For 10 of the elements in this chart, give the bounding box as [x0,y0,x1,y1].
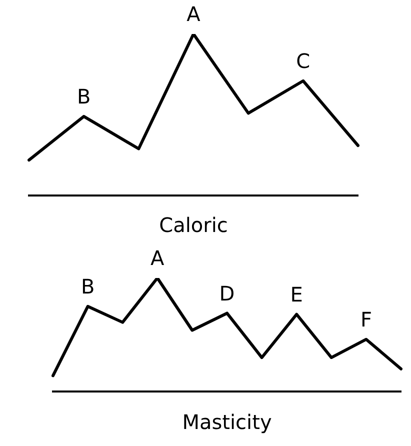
annotation: A [150,246,165,270]
annotation: E [290,282,303,307]
x-axis-title: Masticity [182,410,272,434]
annotation: A [186,2,201,26]
annotation: D [219,281,235,306]
x-axis-title: Caloric [159,213,228,238]
annotation: B [80,274,95,299]
annotation: F [360,308,372,332]
annotation: B [76,84,91,109]
annotation: C [296,49,310,74]
